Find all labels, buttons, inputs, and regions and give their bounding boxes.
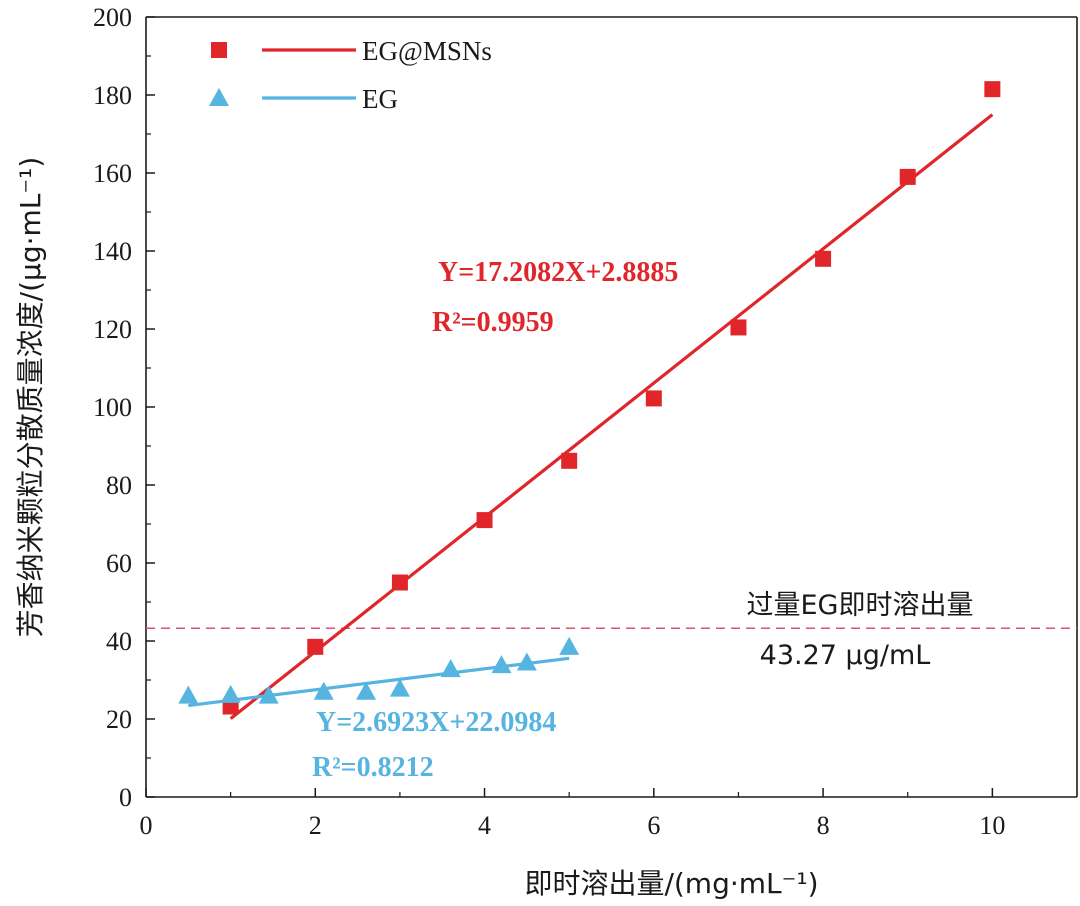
data-point-square: [730, 319, 747, 336]
y-tick-label: 80: [106, 471, 132, 500]
legend: EG@MSNs EG: [209, 36, 492, 114]
y-tick-label: 60: [106, 549, 132, 578]
data-point-square: [307, 638, 324, 655]
data-point-triangle: [389, 678, 410, 697]
data-point-square: [984, 81, 1001, 98]
x-tick-label: 10: [979, 811, 1005, 840]
data-point-square: [899, 168, 916, 185]
reference-line-label: 过量EG即时溶出量: [747, 590, 974, 621]
y-tick-label: 200: [93, 3, 132, 32]
y-tick-label: 0: [119, 783, 132, 812]
reference-line-group: 过量EG即时溶出量 43.27 μg/mL: [146, 590, 1077, 671]
data-points: [178, 81, 1001, 715]
x-axis-title: 即时溶出量/(mg·mL⁻¹): [524, 867, 818, 900]
x-tick-label: 6: [647, 811, 660, 840]
data-point-square: [391, 574, 408, 591]
legend-marker-triangle: [209, 88, 229, 106]
annotations: Y=17.2082X+2.8885 R²=0.9959 Y=2.6923X+22.0…: [312, 257, 678, 783]
data-point-triangle: [220, 684, 241, 703]
data-point-triangle: [440, 659, 461, 678]
x-tick-label: 2: [309, 811, 322, 840]
fit-line-eg: [188, 656, 570, 708]
y-tick-label: 20: [106, 705, 132, 734]
legend-label: EG: [362, 84, 398, 114]
data-point-triangle: [559, 636, 580, 655]
y-tick-label: 100: [93, 393, 132, 422]
x-tick-label: 0: [140, 811, 153, 840]
y-tick-label: 180: [93, 81, 132, 110]
legend-marker-square: [211, 42, 227, 58]
data-point-triangle: [516, 652, 537, 671]
reference-value-label: 43.27 μg/mL: [760, 640, 931, 671]
y-tick-label: 140: [93, 237, 132, 266]
data-point-triangle: [491, 655, 512, 674]
fit-equation-label: Y=2.6923X+22.0984: [316, 707, 556, 738]
data-point-square: [561, 452, 578, 469]
y-axis-title: 芳香纳米颗粒分散质量浓度/(μg·mL⁻¹): [14, 157, 47, 638]
y-tick-label: 120: [93, 315, 132, 344]
legend-label: EG@MSNs: [362, 36, 492, 66]
axes: 0 20 40 60 80 100 120 140 160 180 200 0 2 4 6 8 10 即时溶出量/…: [14, 3, 1078, 900]
data-point-triangle: [313, 681, 334, 700]
data-point-square: [815, 250, 832, 267]
data-point-square: [645, 390, 662, 407]
y-tick-label: 40: [106, 627, 132, 656]
x-tick-label: 4: [478, 811, 491, 840]
fit-r2-label: R²=0.9959: [432, 307, 554, 338]
data-point-triangle: [356, 681, 377, 700]
x-tick-label: 8: [817, 811, 830, 840]
data-point-triangle: [178, 685, 199, 704]
fit-line-eg-msns: [229, 113, 994, 720]
fit-equation-label: Y=17.2082X+2.8885: [438, 257, 678, 288]
fit-r2-label: R²=0.8212: [312, 752, 434, 783]
data-point-square: [476, 512, 493, 529]
y-tick-label: 160: [93, 159, 132, 188]
data-point-triangle: [258, 685, 279, 704]
